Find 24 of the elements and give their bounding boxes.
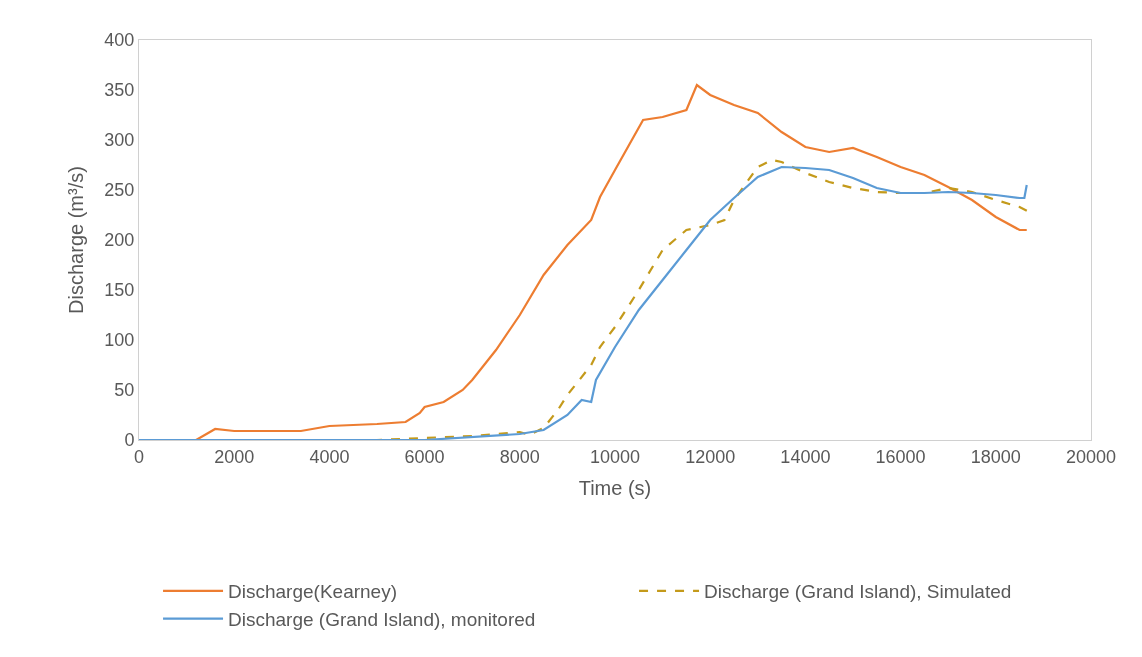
y-tick-label: 400 [104,30,135,51]
x-tick-label: 14000 [780,446,831,467]
y-tick-label: 100 [104,330,135,351]
x-tick-label: 18000 [970,446,1021,467]
y-tick-label: 300 [104,130,135,151]
x-tick-label: 20000 [1065,446,1117,467]
y-tick-label: 250 [104,180,135,201]
x-tick-label: 16000 [875,446,926,467]
x-tick-label: 4000 [309,446,350,467]
y-tick-label: 350 [104,80,135,101]
y-tick-label: 200 [104,230,135,251]
legend-label: Discharge(Kearney) [228,581,398,603]
y-tick-label: 0 [124,430,135,451]
x-axis-title: Time (s) [578,477,652,500]
y-tick-label: 150 [104,280,135,301]
x-tick-label: 8000 [499,446,540,467]
legend-label: Discharge (Grand Island), Simulated [704,581,1012,603]
x-tick-label: 6000 [404,446,445,467]
x-tick-label: 12000 [685,446,736,467]
y-tick-label: 50 [114,380,135,401]
legend-label: Discharge (Grand Island), monitored [228,608,536,630]
y-axis-title: Discharge (m³/s) [64,166,87,314]
x-tick-label: 10000 [589,446,641,467]
x-tick-label: 2000 [214,446,255,467]
